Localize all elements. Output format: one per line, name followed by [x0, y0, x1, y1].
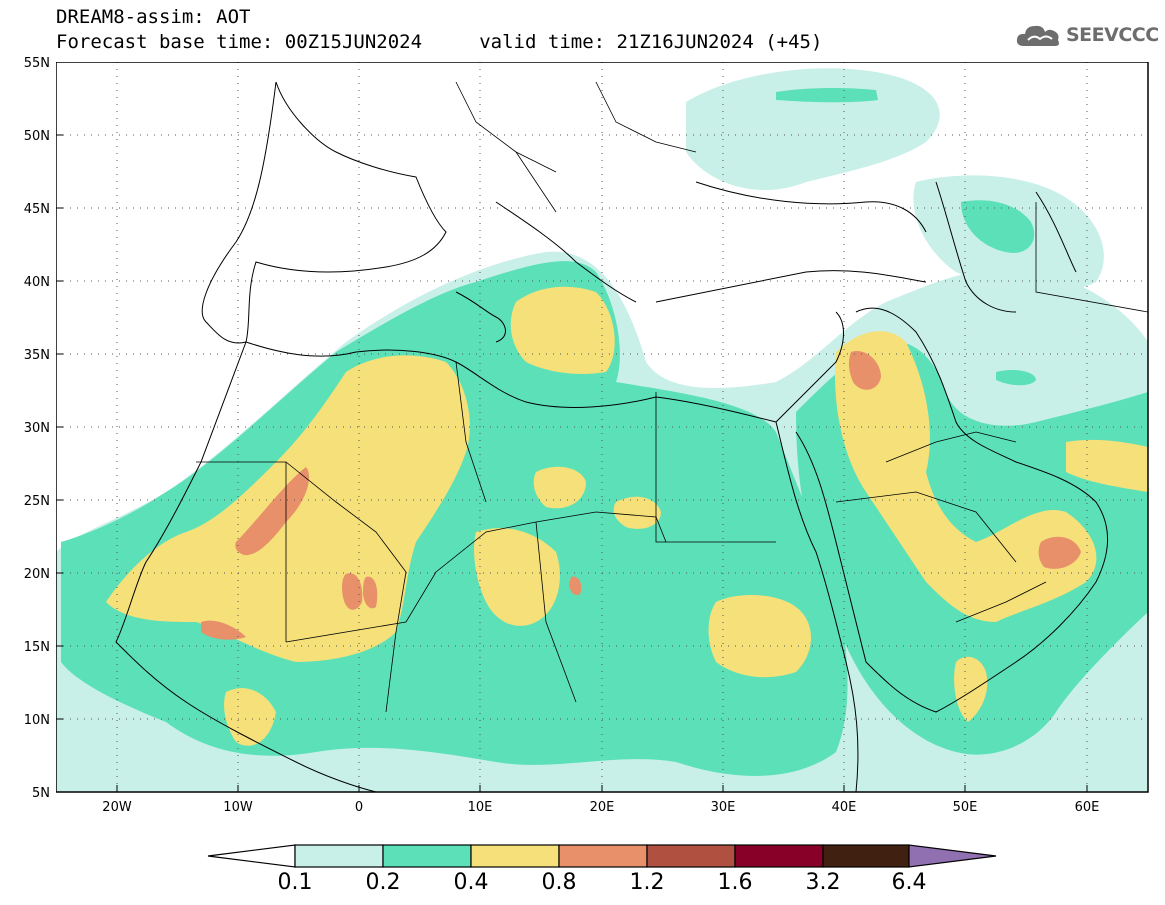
aot-band-0.8 [201, 351, 1081, 640]
colorbar-label: 6.4 [891, 870, 927, 895]
seevccc-logo: SEEVCCC [1016, 22, 1159, 48]
lon-label: 60E [1075, 800, 1100, 815]
axis-ticks [56, 62, 1088, 792]
forecast-time-subtitle: Forecast base time: 00Z15JUN2024 valid t… [56, 31, 823, 53]
lon-label: 40E [832, 800, 857, 815]
colorbar-swatch [908, 844, 997, 868]
cloud-icon [1016, 25, 1059, 46]
lat-label: 55N [24, 56, 50, 71]
lon-label: 30E [711, 800, 736, 815]
aot-field [56, 68, 1148, 792]
lat-label: 45N [24, 202, 50, 217]
lon-label: 10W [223, 800, 253, 815]
lon-label: 10E [468, 800, 493, 815]
lon-label: 0 [355, 800, 363, 815]
lat-label: 15N [24, 640, 50, 655]
lat-label: 35N [24, 348, 50, 363]
colorbar-swatch [470, 844, 560, 868]
lat-label: 40N [24, 275, 50, 290]
aot-map [56, 62, 1149, 793]
colorbar-label: 3.2 [805, 870, 841, 895]
lon-label: 20W [102, 800, 132, 815]
colorbar-label: 1.6 [717, 870, 753, 895]
lat-label: 50N [24, 129, 50, 144]
lon-label: 20E [590, 800, 615, 815]
lat-label: 5N [32, 786, 50, 801]
colorbar-swatch [382, 844, 472, 868]
colorbar-label: 0.8 [541, 870, 577, 895]
colorbar-swatch [558, 844, 648, 868]
colorbar-swatch [646, 844, 736, 868]
colorbar [207, 844, 997, 868]
colorbar-label: 0.2 [365, 870, 401, 895]
colorbar-label: 0.1 [277, 870, 313, 895]
lat-label: 25N [24, 494, 50, 509]
map-title: DREAM8-assim: AOT [56, 6, 251, 28]
colorbar-swatch [207, 844, 296, 868]
lat-label: 10N [24, 713, 50, 728]
coastlines [115, 81, 1109, 793]
colorbar-swatch [294, 844, 384, 868]
lat-label: 30N [24, 421, 50, 436]
logo-text: SEEVCCC [1066, 24, 1159, 46]
colorbar-swatch [822, 844, 910, 868]
colorbar-swatch [734, 844, 824, 868]
graticule [56, 62, 1148, 792]
lat-label: 20N [24, 567, 50, 582]
country-borders [196, 81, 1149, 713]
colorbar-label: 0.4 [453, 870, 489, 895]
lon-label: 50E [953, 800, 978, 815]
colorbar-label: 1.2 [629, 870, 665, 895]
